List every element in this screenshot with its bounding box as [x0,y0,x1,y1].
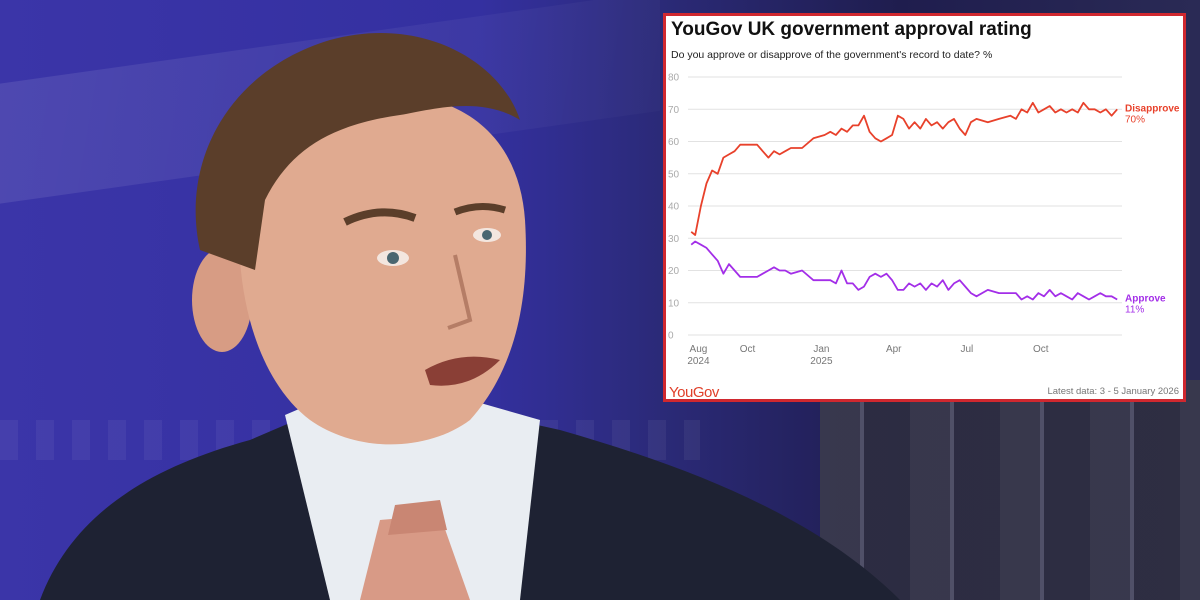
presenter-face [240,92,526,445]
x-tick-sublabel: 2025 [810,356,833,367]
presenter-tie-knot [388,500,447,535]
x-tick-label: Oct [740,344,756,355]
y-tick-label: 30 [668,234,680,245]
presenter-ear [192,248,252,352]
presenter-mouth [425,356,500,386]
y-tick-label: 10 [668,298,680,309]
latest-data-note: Latest data: 3 - 5 January 2026 [1047,386,1179,397]
y-tick-label: 0 [668,331,674,342]
yougov-logo: YouGov [669,384,719,401]
presenter-nose [447,254,473,330]
y-tick-label: 70 [668,105,680,116]
series-end-value-disapprove: 70% [1125,114,1145,125]
y-tick-label: 80 [668,73,680,84]
series-line-approve [690,240,1118,301]
presenter-hair [195,32,520,271]
y-tick-label: 50 [668,169,680,180]
presenter-brow-left [343,208,417,226]
series-label-approve: Approve [1125,294,1166,305]
x-tick-label: Aug [690,344,708,355]
presenter-brow-right [453,203,507,216]
presenter-tie [360,515,470,600]
y-tick-label: 60 [668,137,680,148]
studio-wall-panel [820,380,1200,600]
series-line-disapprove [690,101,1118,236]
series-end-value-approve: 11% [1125,305,1144,316]
x-tick-label: Oct [1033,344,1049,355]
x-tick-label: Jan [813,344,829,355]
x-tick-label: Apr [886,344,902,355]
presenter-shirt [285,400,540,600]
chart-subtitle: Do you approve or disapprove of the gove… [671,49,993,61]
y-tick-label: 20 [668,266,680,277]
chart-title: YouGov UK government approval rating [671,19,1032,40]
x-tick-label: Jul [960,344,973,355]
y-tick-label: 40 [668,202,680,213]
x-tick-sublabel: 2024 [687,356,710,367]
chart-card: YouGov UK government approval rating Do … [663,13,1186,402]
series-label-disapprove: Disapprove [1125,103,1180,114]
